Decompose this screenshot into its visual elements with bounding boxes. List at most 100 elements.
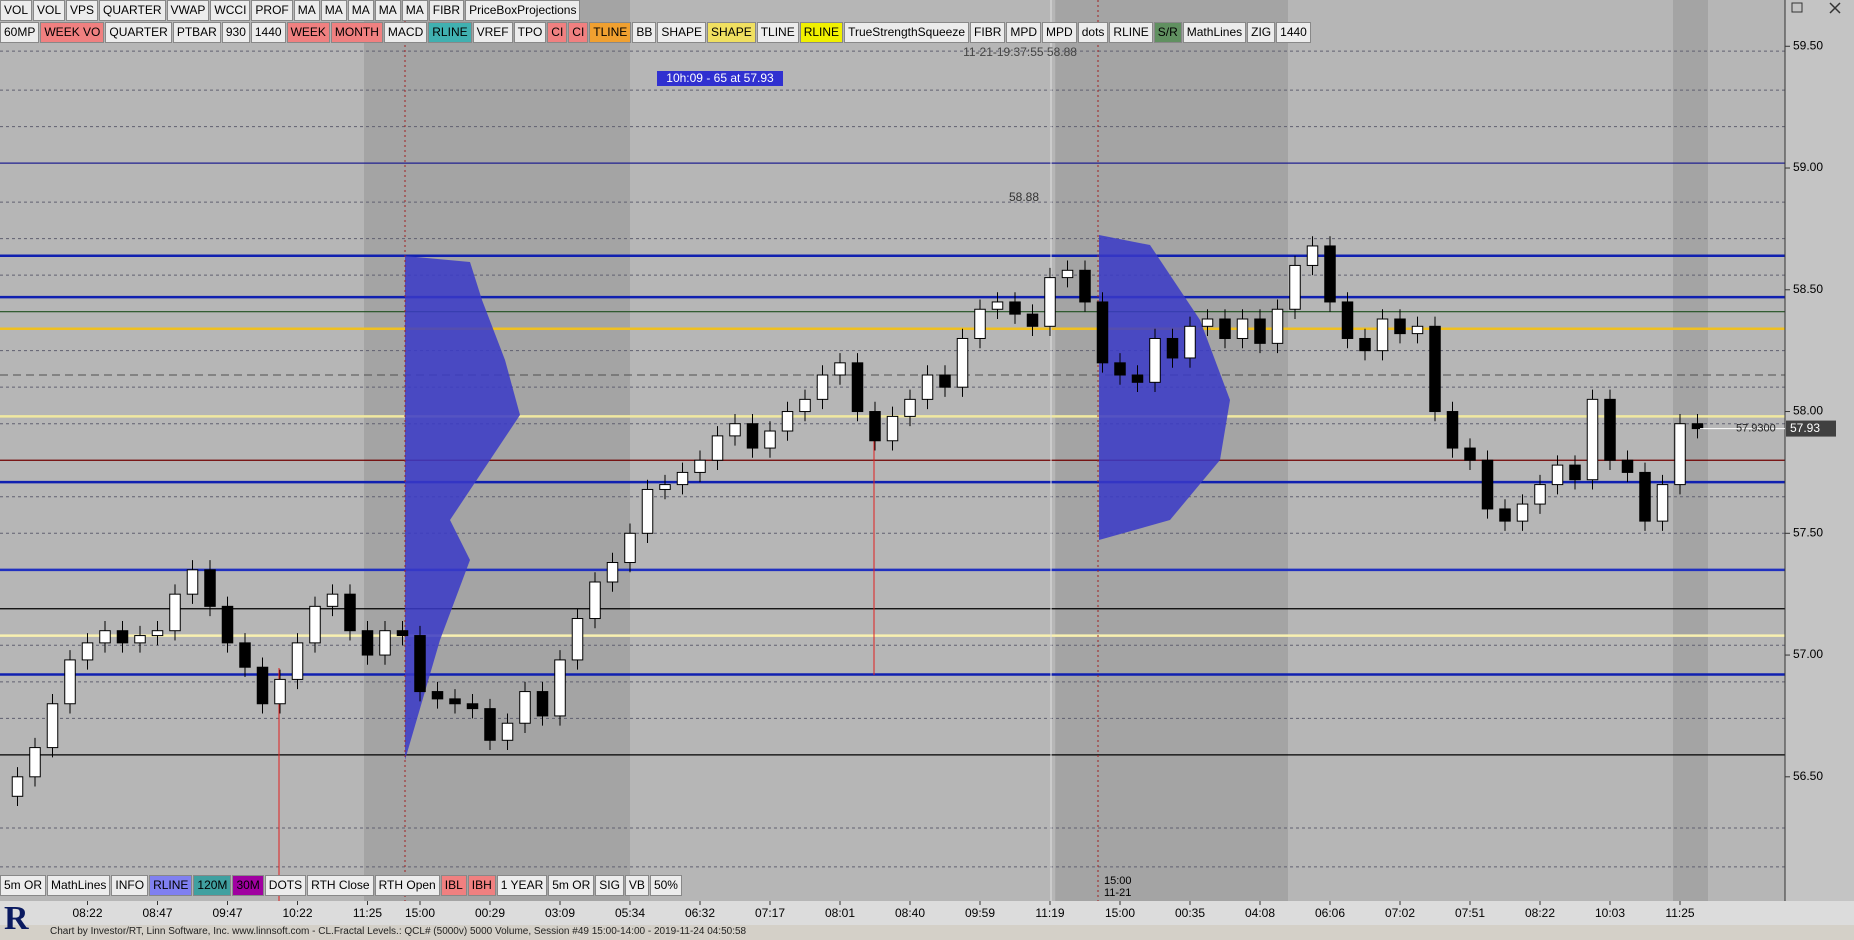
toolbar-button[interactable]: VB — [624, 875, 649, 896]
last-price-label: 57.9300 — [1736, 422, 1776, 434]
toolbar-button[interactable]: MA — [374, 0, 401, 21]
toolbar-button[interactable]: TLINE — [589, 22, 632, 43]
toolbar-button[interactable]: 1440 — [1276, 22, 1311, 43]
toolbar-button[interactable]: MA — [320, 0, 347, 21]
toolbar-button[interactable]: MA — [401, 0, 428, 21]
candle-body — [1516, 503, 1529, 522]
toolbar-button[interactable]: FIBR — [428, 0, 465, 21]
candle-body — [1306, 245, 1319, 266]
toolbar-button[interactable]: 5m OR — [0, 875, 47, 896]
toolbar-button[interactable]: dots — [1077, 22, 1109, 43]
toolbar-button[interactable]: INFO — [111, 875, 149, 896]
candle-body — [904, 398, 916, 417]
x-tick-label: 06:32 — [685, 906, 715, 920]
time-axis-background — [0, 901, 1854, 925]
toolbar-button[interactable]: MA — [347, 0, 374, 21]
toolbar-button[interactable]: PriceBoxProjections — [465, 0, 581, 21]
toolbar-button[interactable]: MPD — [1042, 22, 1077, 43]
toolbar-button[interactable]: MACD — [383, 22, 428, 43]
toolbar-button[interactable]: CI — [568, 22, 589, 43]
toolbar-button[interactable]: IBL — [440, 875, 467, 896]
toolbar-button[interactable]: TPO — [513, 22, 547, 43]
toolbar-button[interactable]: SHAPE — [707, 22, 756, 43]
x-tick-label: 08:01 — [825, 906, 855, 920]
toolbar-button[interactable]: RLINE — [428, 22, 472, 43]
toolbar-button[interactable]: MA — [293, 0, 320, 21]
toolbar-button[interactable]: VOL — [0, 0, 33, 21]
candle-body — [1201, 318, 1214, 327]
toolbar-button[interactable]: RLINE — [149, 875, 193, 896]
toolbar-button[interactable]: WCCI — [210, 0, 251, 21]
toolbar-button[interactable]: QUARTER — [105, 22, 172, 43]
toolbar-button[interactable]: MONTH — [330, 22, 383, 43]
candle-body — [1009, 301, 1021, 315]
toolbar-button[interactable]: TLINE — [756, 22, 799, 43]
toolbar-button[interactable]: WEEK — [286, 22, 330, 43]
toolbar-top: VOL VOL VPS QUARTER VWAP WCCI PROF MA MA MA MA MA FI… — [0, 0, 581, 21]
candle-body — [1341, 301, 1354, 339]
toolbar-button[interactable]: ZIG — [1247, 22, 1276, 43]
candle-body — [1324, 245, 1336, 303]
cursor-info: 10h:09 - 65 at 57.93 — [666, 71, 774, 85]
toolbar-button[interactable]: MathLines — [47, 875, 111, 896]
toolbar-button[interactable]: VWAP — [166, 0, 210, 21]
toolbar-button[interactable]: SIG — [595, 875, 624, 896]
candle-body — [1534, 484, 1546, 505]
candle-body — [974, 308, 986, 339]
candle-body — [1131, 374, 1144, 383]
x-tick-label: 08:40 — [895, 906, 925, 920]
candle-body — [1026, 313, 1039, 327]
toolbar-button[interactable]: IBH — [467, 875, 496, 896]
candle-body — [256, 666, 269, 705]
close-icon[interactable] — [1829, 2, 1841, 14]
x-tick-label: 00:35 — [1175, 906, 1205, 920]
toolbar-button[interactable]: PTBAR — [172, 22, 221, 43]
candle-body — [484, 708, 496, 741]
candle-body — [186, 569, 199, 595]
toolbar-button[interactable]: 1440 — [250, 22, 286, 43]
toolbar-button[interactable]: MathLines — [1182, 22, 1247, 43]
x-tick-label: 04:08 — [1245, 906, 1275, 920]
candle-body — [326, 593, 339, 607]
toolbar-button[interactable]: VPS — [66, 0, 99, 21]
toolbar-button[interactable]: 1 YEAR — [496, 875, 548, 896]
toolbar-button[interactable]: PROF — [251, 0, 293, 21]
toolbar-button[interactable]: VREF — [472, 22, 513, 43]
toolbar-button[interactable]: BB — [632, 22, 657, 43]
toolbar-button[interactable]: 930 — [221, 22, 250, 43]
toolbar-button[interactable]: RLINE — [799, 22, 844, 43]
x-tick-label: 09:47 — [212, 906, 242, 920]
toolbar-button[interactable]: SHAPE — [657, 22, 707, 43]
toolbar-button[interactable]: WEEK VO — [40, 22, 105, 43]
toolbar-button[interactable]: QUARTER — [99, 0, 166, 21]
candle-body — [589, 581, 601, 620]
toolbar-button[interactable]: 5m OR — [548, 875, 595, 896]
footer: Chart by Investor/RT, Linn Software, Inc… — [50, 926, 747, 937]
y-tick-label: 59.50 — [1793, 38, 1823, 52]
x-tick-label: 07:51 — [1455, 906, 1485, 920]
toolbar-button[interactable]: RTH Close — [307, 875, 374, 896]
toolbar-button[interactable]: DOTS — [264, 875, 307, 896]
toolbar-button[interactable]: 120M — [193, 875, 232, 896]
candle-body — [1289, 264, 1301, 310]
y-tick-label: 57.50 — [1793, 525, 1823, 539]
toolbar-button[interactable]: 60MP — [0, 22, 40, 43]
toolbar-button[interactable]: FIBR — [970, 22, 1006, 43]
toolbar-button[interactable]: S/R — [1153, 22, 1182, 43]
toolbar-button[interactable]: 30M — [232, 875, 264, 896]
candle-body — [571, 618, 584, 661]
toolbar-button[interactable]: MPD — [1006, 22, 1042, 43]
candle-body — [834, 362, 846, 376]
toolbar-button[interactable]: RTH Open — [374, 875, 440, 896]
candle-body — [781, 411, 794, 432]
toolbar-button[interactable]: TrueStrengthSqueeze — [844, 22, 970, 43]
toolbar-button[interactable]: 50% — [649, 875, 682, 896]
volume-profile — [1099, 235, 1230, 540]
x-tick-label: 11:19 — [1035, 906, 1064, 920]
toolbar-button[interactable]: VOL — [33, 0, 66, 21]
candle-body — [711, 435, 724, 461]
candle-body — [729, 423, 741, 437]
toolbar-button[interactable]: CI — [547, 22, 568, 43]
toolbar-button[interactable]: RLINE — [1109, 22, 1153, 43]
